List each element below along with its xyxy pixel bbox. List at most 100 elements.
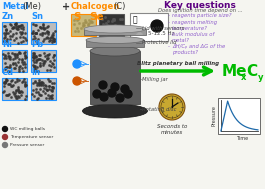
Point xyxy=(31,88,35,91)
Point xyxy=(32,60,36,63)
Point xyxy=(37,88,42,91)
Point xyxy=(33,67,37,70)
Point xyxy=(12,66,16,69)
Point xyxy=(12,52,16,55)
Text: Chalcogen: Chalcogen xyxy=(71,2,120,11)
Point xyxy=(3,67,7,70)
Text: ΔH/Cₚ and ΔG of the
products?: ΔH/Cₚ and ΔG of the products? xyxy=(172,44,225,55)
Point xyxy=(49,88,53,91)
Point xyxy=(7,56,12,59)
Text: 5-12.5 Hz: 5-12.5 Hz xyxy=(148,31,174,36)
Point xyxy=(84,21,88,24)
Point xyxy=(50,90,54,93)
Point xyxy=(39,34,44,37)
Point xyxy=(3,53,7,56)
Point xyxy=(2,90,6,93)
Point xyxy=(49,35,53,38)
Point xyxy=(22,60,26,63)
Point xyxy=(45,58,49,61)
Point xyxy=(17,65,21,68)
Point xyxy=(120,18,124,21)
Point xyxy=(35,98,39,101)
Point xyxy=(15,28,19,31)
Point xyxy=(46,25,50,28)
Point xyxy=(39,80,43,83)
Point xyxy=(23,50,27,53)
Text: (C): (C) xyxy=(113,2,125,11)
Point xyxy=(36,90,40,93)
Point xyxy=(37,93,42,96)
Point xyxy=(46,31,50,34)
Point xyxy=(45,88,49,91)
Point xyxy=(14,37,18,40)
Point xyxy=(15,89,20,92)
Point xyxy=(52,40,56,43)
Point xyxy=(33,54,37,57)
Point xyxy=(49,82,54,85)
Point xyxy=(13,92,17,95)
Circle shape xyxy=(2,143,7,147)
Point xyxy=(4,29,8,32)
Text: y: y xyxy=(258,73,263,81)
Point xyxy=(13,22,17,26)
Point xyxy=(48,68,52,71)
Circle shape xyxy=(116,94,124,102)
Point xyxy=(48,36,52,40)
Point xyxy=(35,41,39,44)
Point xyxy=(16,88,20,91)
Point xyxy=(35,81,39,84)
Point xyxy=(44,96,48,99)
Point xyxy=(118,18,122,21)
Point xyxy=(45,56,49,59)
Point xyxy=(87,27,91,30)
Point xyxy=(3,81,7,84)
Point xyxy=(8,37,12,40)
Point xyxy=(31,31,35,34)
Point xyxy=(34,31,38,34)
Point xyxy=(38,63,42,66)
Text: Metal: Metal xyxy=(2,2,29,11)
Point xyxy=(7,66,11,69)
Point xyxy=(3,68,7,71)
Text: Temperature sensor: Temperature sensor xyxy=(10,135,53,139)
Point xyxy=(36,93,41,96)
Ellipse shape xyxy=(86,36,144,43)
Point xyxy=(19,24,23,27)
Point xyxy=(2,81,6,84)
Point xyxy=(50,97,54,100)
Point xyxy=(107,26,111,29)
Point xyxy=(4,94,8,97)
Point xyxy=(30,58,35,61)
Point xyxy=(33,31,37,34)
Point xyxy=(73,30,78,33)
Point xyxy=(99,32,104,35)
Point xyxy=(24,55,28,58)
Point xyxy=(37,81,41,84)
Point xyxy=(17,96,21,99)
Point xyxy=(41,26,46,29)
Point xyxy=(7,56,11,59)
Point xyxy=(48,97,53,100)
Point xyxy=(39,27,43,30)
Point xyxy=(34,60,38,63)
Point xyxy=(102,24,107,27)
Point xyxy=(14,32,18,35)
Point xyxy=(32,35,36,38)
Point xyxy=(36,69,40,72)
Point xyxy=(43,27,47,30)
Point xyxy=(38,25,42,28)
Point xyxy=(11,61,15,64)
Bar xyxy=(90,51,140,104)
Point xyxy=(5,40,9,43)
Point xyxy=(35,84,39,87)
Text: Pressure: Pressure xyxy=(212,106,217,126)
FancyBboxPatch shape xyxy=(130,13,168,41)
Point xyxy=(38,33,42,36)
Point xyxy=(104,32,108,35)
Point xyxy=(47,63,52,66)
Point xyxy=(19,27,23,30)
Point xyxy=(2,39,6,42)
Point xyxy=(32,94,36,97)
Point xyxy=(45,53,49,56)
Point xyxy=(48,94,52,98)
